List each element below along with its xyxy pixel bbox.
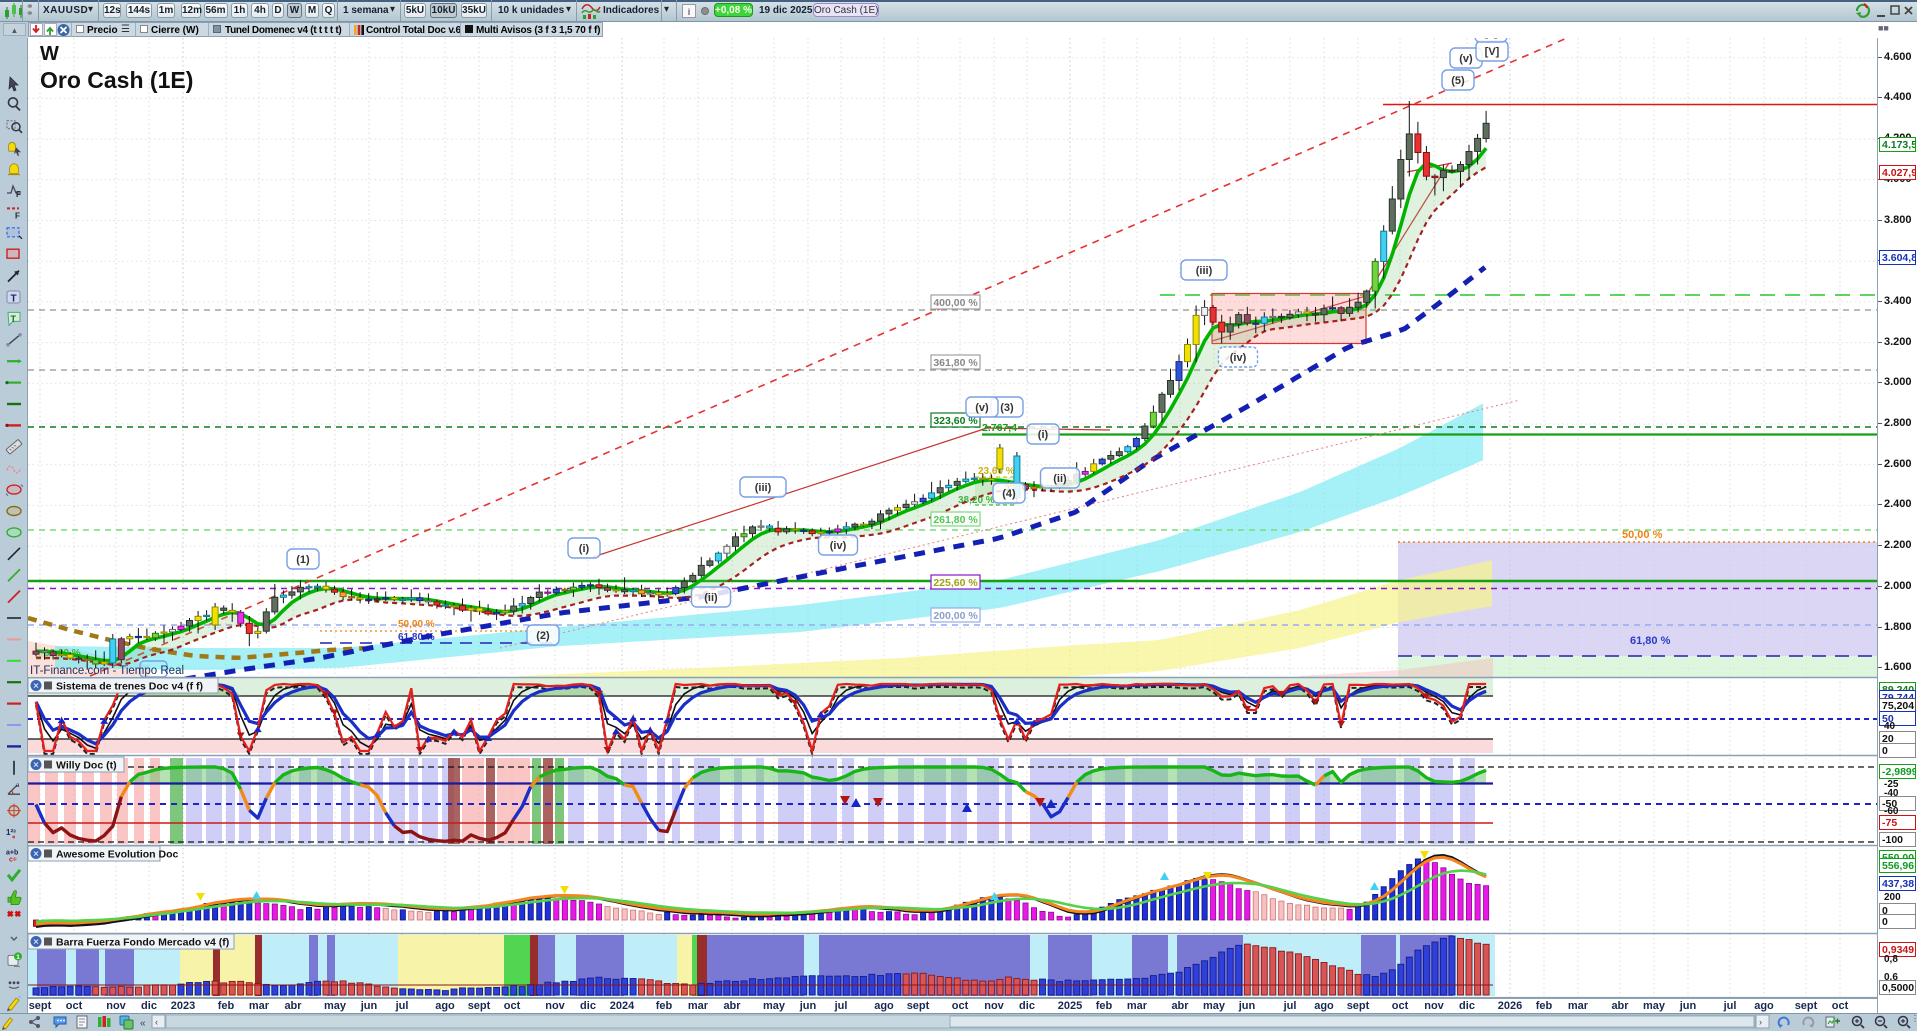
svg-text:(2): (2) — [536, 630, 550, 642]
svg-text:✕: ✕ — [33, 850, 40, 859]
svg-text:50,00 %: 50,00 % — [398, 619, 435, 630]
svg-text:(3): (3) — [1000, 402, 1014, 414]
svg-text:T: T — [11, 294, 17, 305]
svg-text:38,20 %: 38,20 % — [958, 495, 995, 506]
svg-text:T: T — [11, 314, 17, 324]
svg-text:⋮: ⋮ — [1911, 1014, 1917, 1023]
svg-text:23,60 %: 23,60 % — [978, 466, 1015, 477]
svg-text:(5): (5) — [1451, 75, 1465, 87]
svg-text:Oro Cash (1E): Oro Cash (1E) — [40, 67, 193, 93]
svg-text:323,60 %: 323,60 % — [933, 415, 978, 427]
svg-text:(ii): (ii) — [704, 592, 718, 604]
svg-text:Willy Doc (t): Willy Doc (t) — [56, 760, 117, 772]
svg-text:Sistema de trenes Doc v4 (f f): Sistema de trenes Doc v4 (f f) — [56, 681, 203, 693]
svg-text:✕: ✕ — [33, 761, 40, 770]
svg-text:W: W — [40, 43, 59, 65]
svg-text:[V]: [V] — [1485, 46, 1500, 58]
svg-text:[5]: [5] — [1484, 38, 1498, 39]
svg-text:361,80 %: 361,80 % — [933, 357, 978, 369]
svg-text:(i): (i) — [1038, 429, 1049, 441]
svg-text:(1): (1) — [296, 554, 310, 566]
svg-text:225,60 %: 225,60 % — [933, 577, 978, 589]
svg-text:✕: ✕ — [33, 682, 40, 691]
svg-text:(v): (v) — [1459, 53, 1473, 65]
svg-text:50,00 %: 50,00 % — [1622, 529, 1663, 541]
svg-text:Barra Fuerza Fondo Mercado v4: Barra Fuerza Fondo Mercado v4 (f) — [56, 937, 229, 949]
svg-text:(v): (v) — [975, 402, 989, 414]
svg-text:1: 1 — [16, 954, 20, 961]
svg-text:261,80 %: 261,80 % — [933, 514, 978, 526]
svg-text:F: F — [16, 190, 21, 199]
svg-text:200,00 %: 200,00 % — [933, 610, 978, 622]
svg-text:c÷: c÷ — [9, 856, 17, 863]
svg-text:1²³: 1²³ — [6, 828, 16, 837]
svg-text:61,80 %: 61,80 % — [1630, 635, 1671, 647]
svg-text:IT-Finance.com - Tiempo Real: IT-Finance.com - Tiempo Real — [30, 665, 184, 677]
svg-text:2.767,4: 2.767,4 — [982, 422, 1017, 434]
svg-text:(4): (4) — [1002, 488, 1016, 500]
svg-text:400,00 %: 400,00 % — [933, 297, 978, 309]
svg-text:(iv): (iv) — [830, 540, 847, 552]
svg-text:61,80 %: 61,80 % — [398, 632, 435, 643]
svg-text:(i): (i) — [579, 543, 590, 555]
svg-text:F: F — [15, 211, 20, 220]
svg-text:«: « — [140, 1018, 146, 1029]
svg-text:(iii): (iii) — [755, 482, 772, 494]
svg-text:(iv): (iv) — [1230, 352, 1247, 364]
svg-text:Awesome Evolution Doc: Awesome Evolution Doc — [56, 849, 178, 861]
svg-text:(ii): (ii) — [1053, 473, 1067, 485]
svg-text:a+b: a+b — [6, 849, 18, 856]
svg-text:(iii): (iii) — [1196, 265, 1213, 277]
svg-text:‹: ‹ — [155, 1017, 158, 1027]
svg-text:✕: ✕ — [33, 938, 40, 947]
svg-text:›: › — [1759, 1017, 1762, 1027]
svg-text:a: a — [16, 783, 20, 789]
